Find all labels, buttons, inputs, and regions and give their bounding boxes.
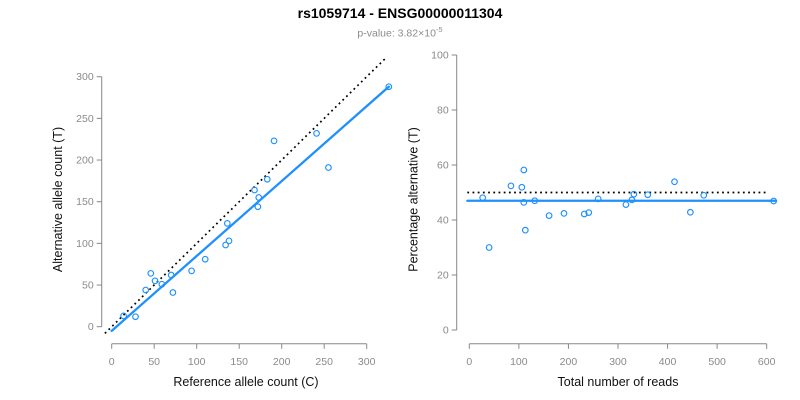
y-tick-label: 40 (437, 215, 449, 227)
right-x-axis-title: Total number of reads (558, 375, 679, 389)
data-point (671, 178, 678, 186)
p-value-exponent: -5 (435, 25, 443, 34)
data-point (520, 199, 528, 206)
right-y-axis-title: Percentage alternative (T) (407, 127, 421, 272)
x-tick-label: 50 (148, 356, 160, 368)
y-tick-label: 100 (431, 50, 449, 62)
y-tick-label: 100 (76, 238, 94, 250)
y-tick-label: 60 (437, 160, 449, 172)
data-point (142, 286, 150, 294)
figure-header: rs1059714 - ENSG00000011304 p-value: 3.8… (0, 5, 800, 41)
data-point (594, 195, 602, 203)
data-point (580, 210, 588, 218)
left-x-axis-title: Reference allele count (C) (173, 375, 318, 389)
plot-title: rs1059714 - ENSG00000011304 (297, 5, 503, 21)
data-point (630, 190, 638, 198)
data-point (644, 191, 652, 199)
p-value-text: p-value: 3.82×10 (357, 27, 436, 40)
x-tick-label: 200 (560, 356, 578, 368)
y-tick-label: 20 (437, 270, 449, 282)
x-tick-label: 600 (758, 356, 776, 368)
left-plot: 0 50 100 150 200 250 300 0 50 100 150 200 250 300 Ref… (51, 57, 393, 389)
data-point (254, 203, 262, 211)
y-tick-label: 250 (76, 113, 94, 125)
data-point (147, 269, 155, 277)
data-point (521, 226, 529, 234)
data-point (158, 280, 166, 288)
data-point (313, 129, 320, 137)
x-tick-label: 0 (109, 356, 115, 368)
data-point (188, 267, 195, 275)
data-point (628, 196, 636, 204)
x-tick-label: 150 (230, 356, 248, 368)
x-tick-label: 100 (188, 356, 206, 368)
y-tick-label: 200 (76, 155, 94, 167)
data-point (169, 289, 177, 296)
left-y-axis-title: Alternative allele count (T) (51, 127, 65, 272)
data-point (518, 183, 526, 191)
plot-subtitle: p-value: 3.82×10-5 (0, 23, 800, 41)
right-plot: 0 20 40 60 80 100 0 100 200 300 400 500 600 Total nu… (407, 50, 778, 389)
data-point (255, 194, 263, 201)
data-point (251, 186, 258, 194)
y-tick-label: 300 (76, 71, 94, 83)
data-point (151, 277, 159, 285)
data-point (485, 244, 493, 251)
x-tick-label: 100 (510, 356, 528, 368)
fit-line (110, 85, 390, 333)
x-tick-label: 300 (358, 356, 376, 368)
data-point (201, 255, 209, 263)
x-tick-label: 250 (315, 356, 333, 368)
x-tick-label: 300 (609, 356, 627, 368)
x-tick-label: 500 (708, 356, 726, 368)
data-point (545, 212, 553, 219)
y-tick-label: 50 (82, 280, 94, 292)
y-tick-label: 0 (443, 325, 449, 337)
data-point (222, 241, 229, 249)
data-point (120, 312, 127, 320)
y-tick-label: 0 (88, 321, 94, 333)
data-point (520, 166, 528, 174)
data-point (325, 164, 332, 171)
data-point (770, 197, 778, 205)
y-tick-label: 80 (437, 105, 449, 117)
data-point (585, 209, 593, 216)
data-point (270, 137, 278, 145)
x-tick-label: 200 (273, 356, 291, 368)
data-point (531, 197, 539, 205)
data-point (700, 191, 708, 199)
data-point (622, 201, 630, 208)
data-point (686, 208, 694, 216)
data-point (167, 271, 175, 279)
data-point (223, 219, 231, 227)
data-point (560, 210, 568, 217)
x-tick-label: 400 (659, 356, 677, 368)
data-point (385, 83, 393, 91)
x-tick-label: 0 (466, 356, 472, 368)
data-point (225, 237, 233, 245)
y-tick-label: 150 (76, 196, 94, 208)
data-point (263, 175, 271, 183)
data-point (479, 194, 487, 202)
data-point (507, 182, 515, 190)
data-point (132, 313, 139, 321)
